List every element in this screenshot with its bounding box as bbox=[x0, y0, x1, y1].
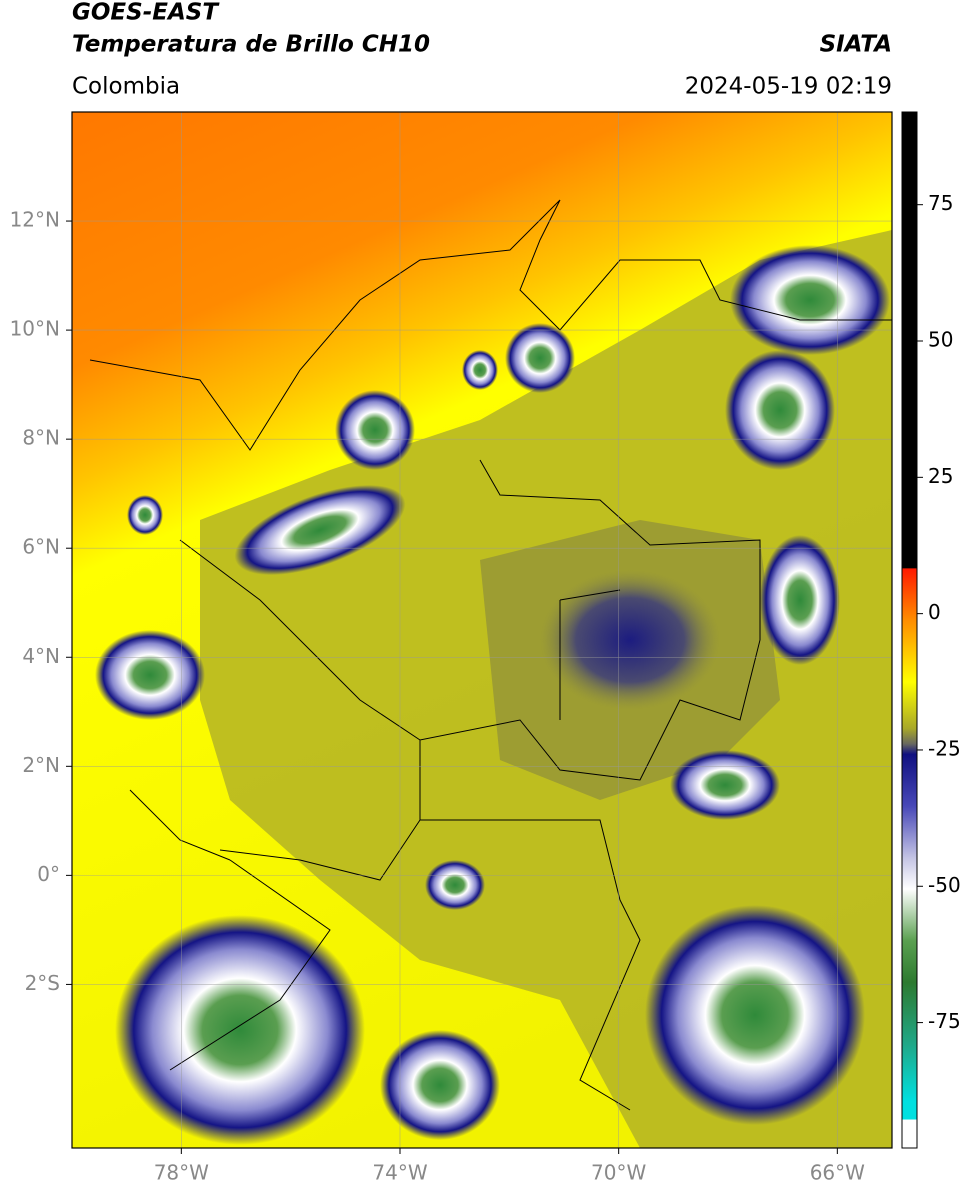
source: SIATA bbox=[820, 32, 892, 58]
y-tick-label: 12°N bbox=[10, 208, 60, 232]
y-tick-label: 0° bbox=[37, 862, 60, 886]
y-tick-label: 8°N bbox=[22, 426, 60, 450]
title: GOES-EAST bbox=[72, 0, 220, 26]
colorbar-tick-label: -75 bbox=[928, 1009, 961, 1033]
colorbar-tick-label: -50 bbox=[928, 873, 961, 897]
x-tick-label: 66°W bbox=[810, 1161, 865, 1185]
y-tick-label: 10°N bbox=[10, 317, 60, 341]
colorbar-tick-label: 75 bbox=[928, 191, 953, 215]
y-tick-label: 2°S bbox=[25, 971, 60, 995]
x-tick-label: 74°W bbox=[372, 1161, 427, 1185]
y-tick-label: 4°N bbox=[22, 644, 60, 668]
x-tick-label: 70°W bbox=[591, 1161, 646, 1185]
satellite-image bbox=[72, 112, 892, 1148]
datetime: 2024-05-19 02:19 bbox=[685, 74, 892, 100]
region: Colombia bbox=[72, 74, 180, 100]
map-frame bbox=[71, 111, 893, 1149]
y-tick-label: 2°N bbox=[22, 753, 60, 777]
colorbar-tick-label: 0 bbox=[928, 600, 941, 624]
colorbar-tick-label: 25 bbox=[928, 464, 953, 488]
y-tick-label: 6°N bbox=[22, 535, 60, 559]
x-tick-label: 78°W bbox=[154, 1161, 209, 1185]
subtitle: Temperatura de Brillo CH10 bbox=[72, 32, 430, 58]
grid bbox=[72, 112, 892, 1148]
colorbar-tick-label: -25 bbox=[928, 736, 961, 760]
colorbar bbox=[901, 111, 918, 1149]
colorbar-tick-label: 50 bbox=[928, 328, 953, 352]
